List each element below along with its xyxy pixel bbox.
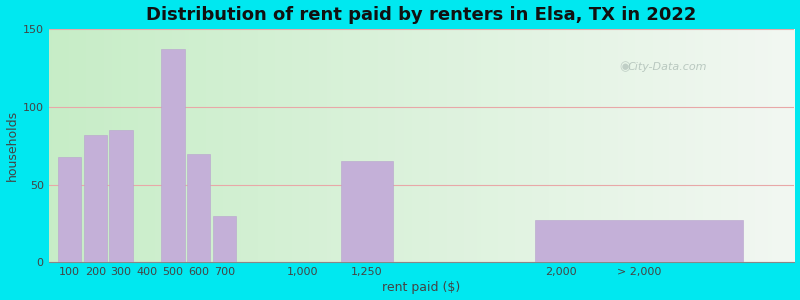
Text: City-Data.com: City-Data.com <box>628 61 707 72</box>
Bar <box>213 216 236 262</box>
Text: ◉: ◉ <box>619 60 630 73</box>
Bar <box>162 50 185 262</box>
Y-axis label: households: households <box>6 110 18 182</box>
Bar <box>83 135 107 262</box>
X-axis label: rent paid ($): rent paid ($) <box>382 281 461 294</box>
Bar <box>535 220 742 262</box>
Bar <box>110 130 133 262</box>
Bar <box>187 154 210 262</box>
Bar <box>342 161 393 262</box>
Bar <box>58 157 81 262</box>
Title: Distribution of rent paid by renters in Elsa, TX in 2022: Distribution of rent paid by renters in … <box>146 6 697 24</box>
